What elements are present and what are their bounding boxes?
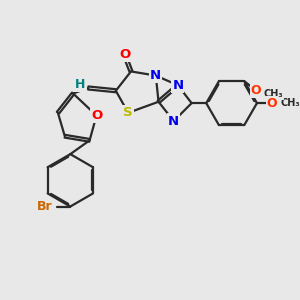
Text: O: O [91, 109, 102, 122]
Text: N: N [168, 115, 179, 128]
Text: N: N [150, 69, 161, 82]
Text: S: S [123, 106, 133, 119]
Text: O: O [267, 97, 278, 110]
Text: CH₃: CH₃ [280, 98, 300, 108]
Text: H: H [75, 78, 86, 91]
Text: N: N [172, 79, 183, 92]
Text: O: O [119, 48, 130, 62]
Text: CH₃: CH₃ [264, 89, 284, 99]
Text: O: O [250, 84, 261, 97]
Text: Br: Br [37, 200, 52, 213]
